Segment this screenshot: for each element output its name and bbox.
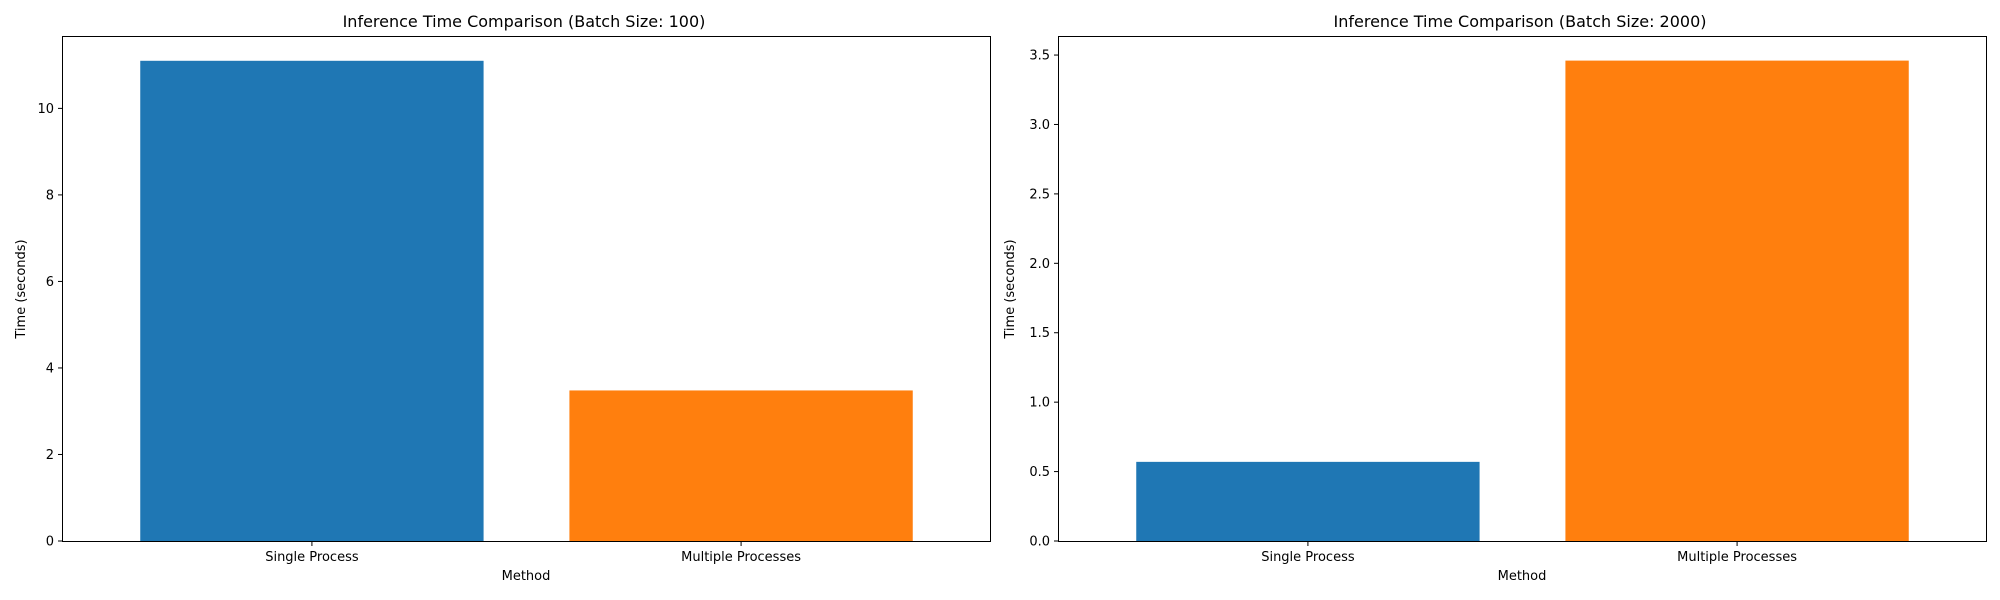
y-axis-label: Time (seconds)	[14, 239, 29, 339]
y-axis-ticks: 0.0 0.5 1.0 1.5 2.0 2.5 3.0 3.5	[1029, 49, 1059, 550]
chart-title: Inference Time Comparison (Batch Size: 2…	[1334, 12, 1707, 31]
x-axis-label: Method	[502, 569, 551, 584]
y-tick-label: 1.0	[1029, 396, 1050, 411]
y-tick-label: 1.5	[1029, 326, 1050, 341]
y-tick-label: 0.5	[1029, 465, 1050, 480]
y-tick-label: 6	[46, 275, 54, 290]
chart-batch-100: Inference Time Comparison (Batch Size: 1…	[14, 12, 991, 584]
y-tick-label: 10	[37, 102, 54, 117]
bar-multiple-processes	[1565, 60, 1909, 542]
chart-title: Inference Time Comparison (Batch Size: 1…	[343, 12, 706, 31]
x-tick-label: Single Process	[1261, 550, 1355, 565]
plot-frame	[62, 36, 991, 542]
bars	[1136, 60, 1909, 542]
y-axis-label: Time (seconds)	[1003, 239, 1018, 339]
y-tick-label: 8	[46, 188, 54, 203]
y-tick-label: 3.0	[1029, 118, 1050, 133]
y-tick-label: 2.0	[1029, 257, 1050, 272]
y-tick-label: 0	[46, 535, 54, 550]
bars	[140, 60, 913, 541]
x-tick-label: Single Process	[265, 550, 359, 565]
x-axis-label: Method	[1498, 569, 1547, 584]
y-tick-label: 4	[46, 361, 54, 376]
y-tick-label: 2	[46, 448, 54, 463]
x-tick-label: Multiple Processes	[681, 550, 801, 565]
x-axis-ticks: Single Process Multiple Processes	[1261, 541, 1797, 565]
y-tick-label: 2.5	[1029, 187, 1050, 202]
y-tick-label: 0.0	[1029, 535, 1050, 550]
x-axis-ticks: Single Process Multiple Processes	[265, 541, 801, 565]
x-tick-label: Multiple Processes	[1677, 550, 1797, 565]
chart-batch-2000: Inference Time Comparison (Batch Size: 2…	[1003, 12, 1987, 584]
plot-frame	[1058, 36, 1987, 542]
bar-multiple-processes	[569, 390, 913, 541]
y-axis-ticks: 0 2 4 6 8 10	[37, 102, 63, 550]
bar-single-process	[140, 60, 484, 541]
bar-single-process	[1136, 461, 1480, 541]
y-tick-label: 3.5	[1029, 49, 1050, 64]
